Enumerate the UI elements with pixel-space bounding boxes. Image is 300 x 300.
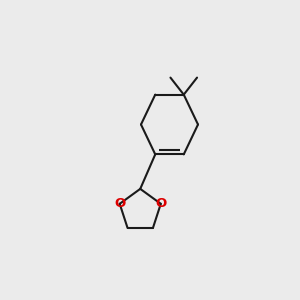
Text: O: O [114,197,125,210]
Text: O: O [155,197,166,210]
